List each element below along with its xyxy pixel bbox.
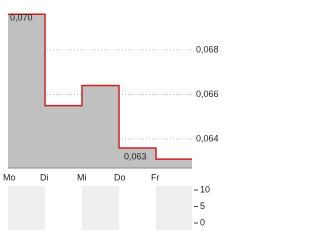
x-tick-label: Do — [114, 172, 126, 182]
x-tick-label: Mi — [77, 172, 87, 182]
y-tick-label: 0,064 — [196, 133, 219, 143]
day-band — [8, 186, 45, 230]
annotation: 0,070 — [10, 13, 33, 23]
x-tick-label: Fr — [151, 172, 160, 182]
x-tick-label: Mo — [3, 172, 16, 182]
line — [8, 13, 192, 160]
day-band — [156, 186, 192, 230]
y-tick-label: 0,068 — [196, 44, 219, 54]
day-band — [82, 186, 119, 230]
chart: 0,064 0,066 0,068 Mo Di Mi Do Fr 0,070 0,063 0 5 10 — [3, 12, 219, 230]
y-tick-label: 10 — [200, 184, 210, 194]
y-tick-label: 0 — [200, 217, 205, 227]
x-tick-label: Di — [40, 172, 49, 182]
y-tick-label: 0,066 — [196, 89, 219, 99]
annotation: 0,063 — [124, 151, 147, 161]
area — [8, 14, 192, 168]
y-tick-label: 5 — [200, 201, 205, 211]
